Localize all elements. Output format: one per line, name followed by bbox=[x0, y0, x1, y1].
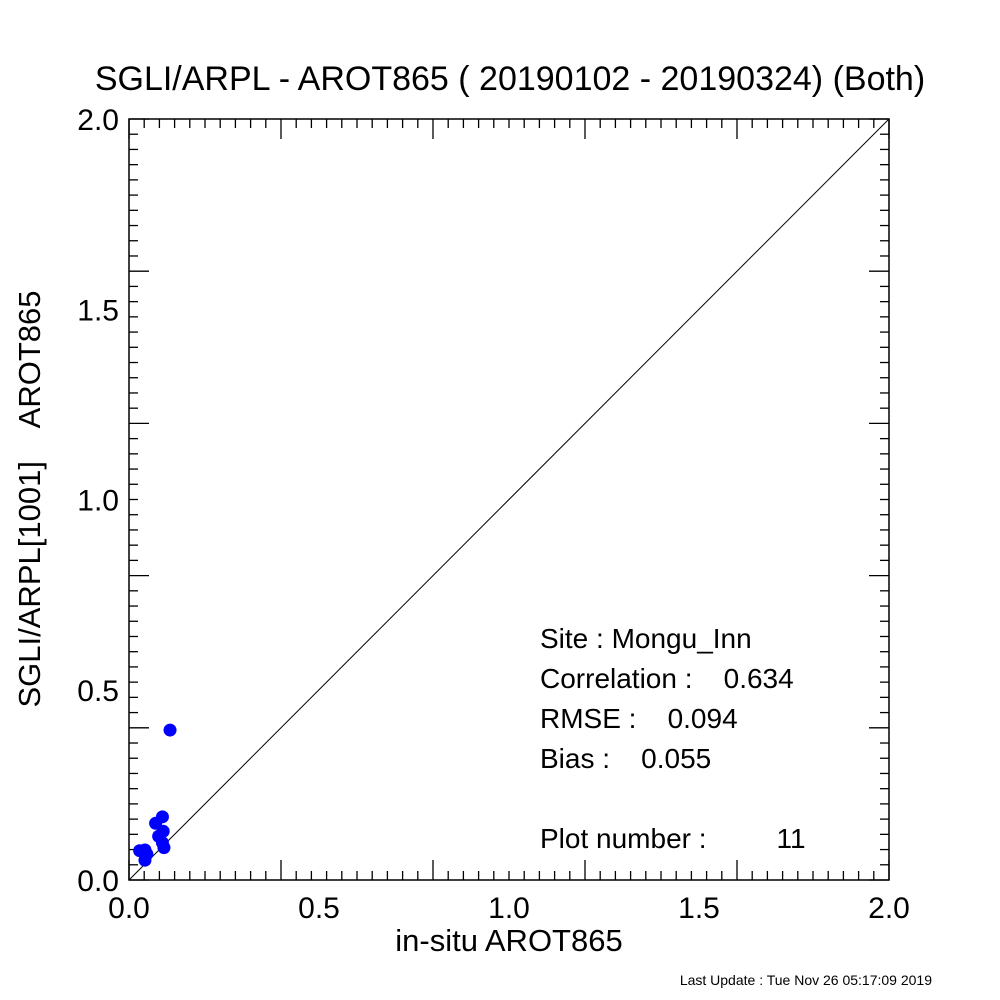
stat-bias: Bias : 0.055 bbox=[540, 743, 711, 774]
y-axis-label: SGLI/ARPL[1001] AROT865 bbox=[12, 290, 47, 707]
data-points bbox=[133, 723, 177, 867]
y-tick-labels: 0.0 0.5 1.0 1.5 2.0 bbox=[77, 104, 119, 898]
data-point bbox=[156, 824, 170, 838]
major-ticks bbox=[128, 118, 890, 881]
x-tick-label: 0.5 bbox=[298, 892, 340, 925]
x-tick-label: 0.0 bbox=[108, 892, 150, 925]
y-tick-label: 0.0 bbox=[77, 865, 119, 898]
data-point bbox=[138, 853, 152, 867]
x-axis-label: in-situ AROT865 bbox=[395, 923, 622, 958]
x-tick-label: 1.5 bbox=[678, 892, 720, 925]
x-tick-labels: 0.0 0.5 1.0 1.5 2.0 bbox=[108, 892, 910, 925]
y-tick-label: 0.5 bbox=[77, 675, 119, 708]
stat-site: Site : Mongu_Inn bbox=[540, 623, 752, 654]
y-tick-label: 1.5 bbox=[77, 294, 119, 327]
stat-plot-number: Plot number : 11 bbox=[540, 823, 806, 854]
y-tick-label: 2.0 bbox=[77, 104, 119, 137]
y-tick-label: 1.0 bbox=[77, 485, 119, 518]
last-update-text: Last Update : Tue Nov 26 05:17:09 2019 bbox=[680, 972, 932, 988]
data-point bbox=[163, 723, 177, 737]
chart-title: SGLI/ARPL - AROT865 ( 20190102 - 2019032… bbox=[95, 60, 925, 98]
stat-correlation: Correlation : 0.634 bbox=[540, 663, 794, 694]
x-tick-label: 2.0 bbox=[868, 892, 910, 925]
minor-ticks bbox=[129, 119, 889, 880]
data-point bbox=[157, 841, 171, 855]
data-point bbox=[155, 810, 169, 824]
x-tick-label: 1.0 bbox=[488, 892, 530, 925]
stats-box: Site : Mongu_Inn Correlation : 0.634 RMS… bbox=[540, 623, 806, 854]
one-to-one-line bbox=[128, 118, 890, 881]
stat-rmse: RMSE : 0.094 bbox=[540, 703, 738, 734]
